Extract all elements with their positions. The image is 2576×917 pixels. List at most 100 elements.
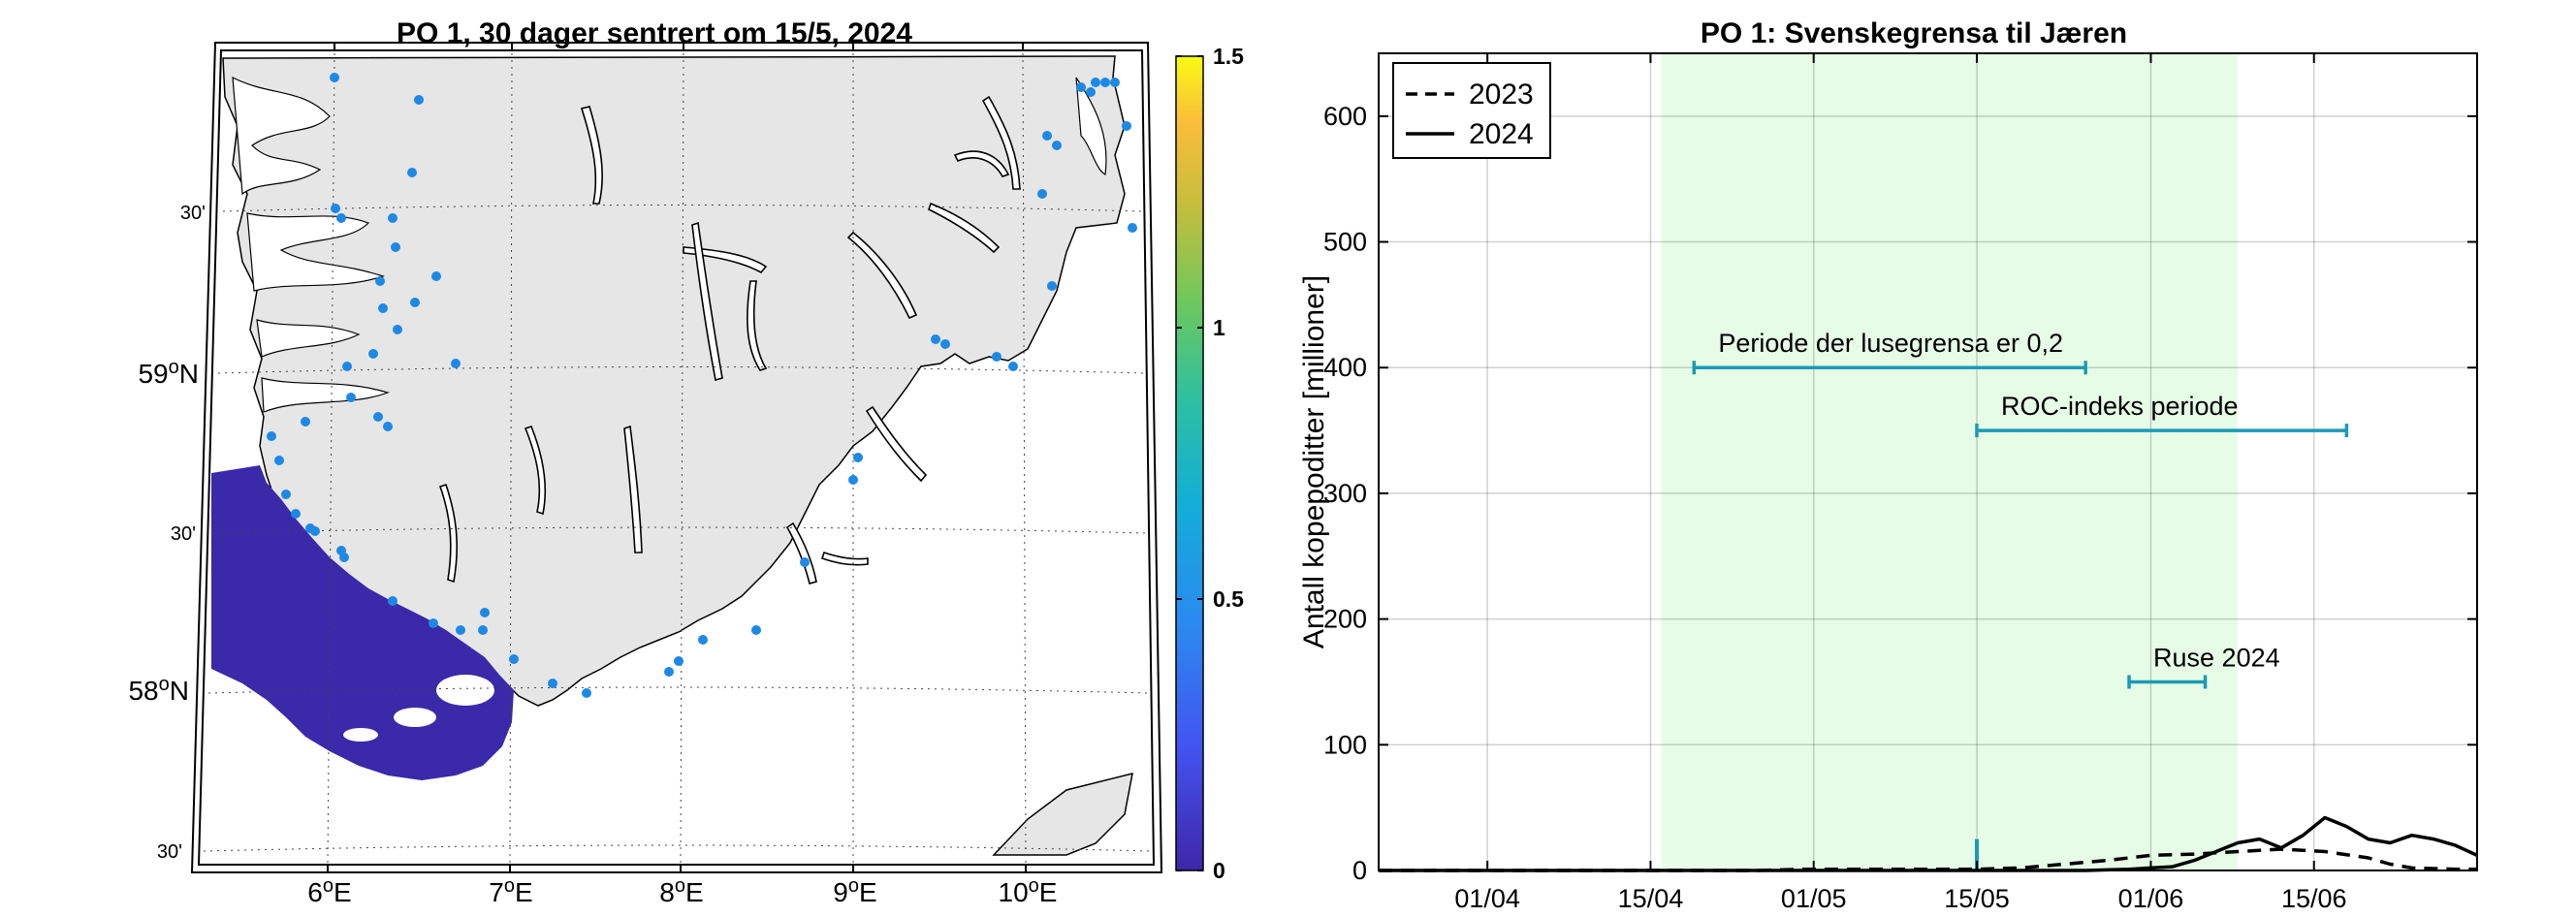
chart-title: PO 1: Svenskegrensa til Jæren <box>1701 17 2127 49</box>
lat-label: 30' <box>157 841 182 863</box>
y-tick-label: 200 <box>1323 605 1367 634</box>
plume-holes <box>343 675 494 742</box>
chart-panel: PO 1: Svenskegrensa til Jæren Periode de… <box>1298 17 2478 913</box>
fish-farm-dot <box>383 422 393 431</box>
legend-label-2024: 2024 <box>1469 118 1534 150</box>
period-label: Periode der lusegrensa er 0,2 <box>1718 329 2063 358</box>
lat-label: 30' <box>171 523 196 545</box>
map-frame-ticks <box>327 43 1027 872</box>
fish-farm-markers <box>267 73 1137 698</box>
fish-farm-dot <box>664 667 674 677</box>
fish-farm-dot <box>992 352 1002 362</box>
fish-farm-dot <box>848 475 858 485</box>
y-tick-label: 500 <box>1323 228 1367 257</box>
fish-farm-dot <box>339 553 349 562</box>
period-label: ROC-indeks periode <box>2001 392 2239 421</box>
y-tick-label: 100 <box>1323 730 1367 759</box>
map-graticule <box>203 52 1153 864</box>
chart-annotations: Periode der lusegrensa er 0,2 ROC-indeks … <box>1692 329 2349 870</box>
legend-label-2023: 2023 <box>1469 79 1534 111</box>
fish-farm-dot <box>375 276 385 286</box>
fish-farm-dot <box>1047 281 1057 291</box>
x-tick-label: 01/05 <box>1781 884 1847 913</box>
fish-farm-dot <box>391 242 400 252</box>
fish-farm-dot <box>378 303 388 313</box>
fish-farm-dot <box>281 490 291 499</box>
fish-farm-dot <box>1037 189 1047 199</box>
fish-farm-dot <box>1100 78 1110 87</box>
y-tick-label: 300 <box>1323 479 1367 508</box>
lon-labels: 6oE 7oE 8oE 9oE 10oE <box>307 875 1057 907</box>
colorbar <box>1175 55 1204 871</box>
fish-farm-dot <box>336 213 346 223</box>
map-title: PO 1, 30 dager sentrert om 15/5, 2024 <box>397 17 912 49</box>
legend: 2023 2024 <box>1392 62 1551 159</box>
fish-farm-dot <box>1091 78 1100 87</box>
fish-farm-dot <box>1086 87 1096 97</box>
fish-farm-dot <box>1128 223 1137 233</box>
lice-density-plume <box>211 465 514 780</box>
fish-farm-dot <box>478 625 488 635</box>
period-label: Ruse 2024 <box>2153 643 2280 672</box>
fish-farm-dot <box>548 679 557 688</box>
fish-farm-dot <box>582 688 591 698</box>
lon-label: 9oE <box>833 875 876 907</box>
x-tick-label: 15/05 <box>1944 884 2010 913</box>
fish-farm-dot <box>414 95 424 105</box>
x-tick-label: 15/06 <box>2281 884 2347 913</box>
y-axis-label: Antall kopepoditter [millioner] <box>1298 275 1330 648</box>
fish-farm-dot <box>373 412 383 422</box>
fish-farm-dot <box>429 618 438 628</box>
fish-farm-dot <box>940 339 950 349</box>
fish-farm-dot <box>1008 362 1018 371</box>
fish-farm-dot <box>388 213 398 223</box>
lat-label: 59oN <box>138 357 199 389</box>
fish-farm-dot <box>310 526 320 536</box>
map-panel: PO 1, 30 dager sentrert om 15/5, 2024 <box>128 17 1244 907</box>
lat-label: 58oN <box>128 674 189 706</box>
fish-farm-dot <box>698 635 708 645</box>
lat-labels: 30' 59oN 30' 58oN 30' <box>128 203 206 863</box>
fish-farm-dot <box>931 334 940 344</box>
lon-label: 10oE <box>999 875 1058 907</box>
map-lakes <box>438 95 1021 585</box>
y-tick-label: 600 <box>1323 102 1367 131</box>
lon-label: 7oE <box>489 875 532 907</box>
fish-farm-dot <box>800 557 810 567</box>
fish-farm-dot <box>330 73 339 82</box>
fish-farm-dot <box>1052 141 1062 150</box>
fish-farm-dot <box>1076 82 1086 92</box>
fish-farm-dot <box>346 393 356 402</box>
colorbar-tick-label: 1 <box>1213 315 1225 340</box>
lat-label: 30' <box>180 203 206 224</box>
fish-farm-dot <box>1042 131 1052 141</box>
y-tick-label: 400 <box>1323 353 1367 382</box>
fish-farm-dot <box>410 298 420 307</box>
fish-farm-dot <box>331 204 340 213</box>
x-tick-label: 01/04 <box>1454 884 1520 913</box>
chart-ticks: 0 100 200 300 400 500 600 01/04 15/04 01/05 15/05 0… <box>1323 53 2477 913</box>
colorbar-ticks: 0 0.5 1 1.5 <box>1176 44 1244 883</box>
colorbar-tick-label: 1.5 <box>1213 44 1244 69</box>
fish-farm-dot <box>480 608 490 617</box>
fish-farm-dot <box>674 656 684 666</box>
fish-farm-dot <box>388 596 398 606</box>
map-island <box>992 772 1133 856</box>
fish-farm-dot <box>1110 78 1120 87</box>
x-tick-label: 15/04 <box>1618 884 1684 913</box>
y-tick-label: 0 <box>1352 856 1367 885</box>
fish-farm-dot <box>509 654 519 664</box>
map-frame-outer <box>190 42 1163 873</box>
plot-frame <box>1378 52 2478 871</box>
fish-farm-dot <box>267 431 276 441</box>
fish-farm-dot <box>342 362 352 371</box>
map-land <box>222 55 1126 707</box>
fish-farm-dot <box>1122 121 1131 131</box>
lon-label: 8oE <box>659 875 703 907</box>
fish-farm-dot <box>291 509 301 519</box>
fish-farm-dot <box>407 168 417 177</box>
fish-farm-dot <box>751 625 761 635</box>
shaded-lice-period <box>1661 53 2239 870</box>
fish-farm-dot <box>301 417 310 427</box>
